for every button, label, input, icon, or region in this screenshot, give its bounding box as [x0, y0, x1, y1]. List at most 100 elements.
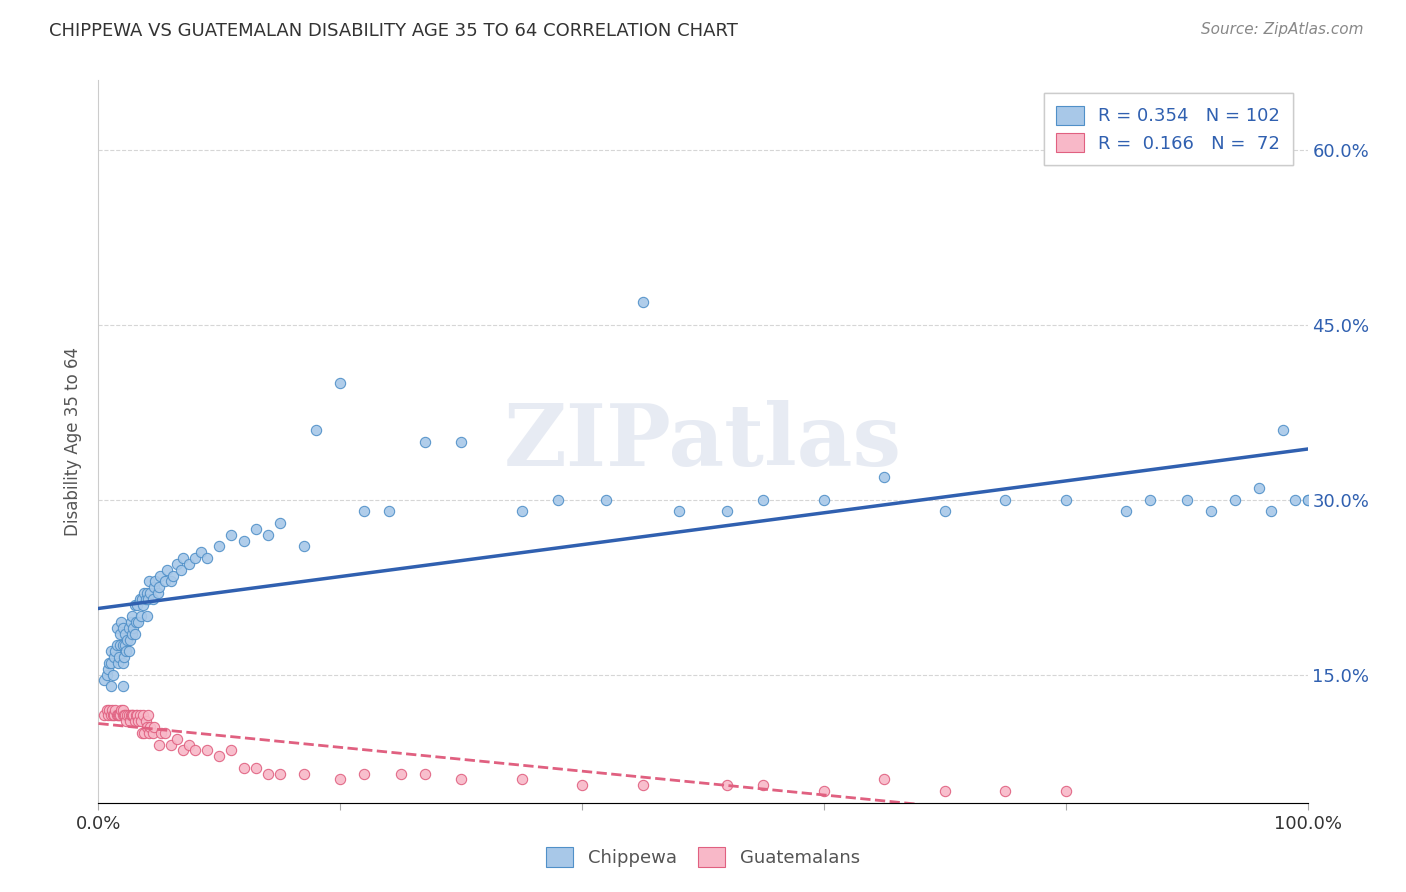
Point [377, 504, 399, 518]
Point [111, 708, 134, 723]
Point [256, 766, 278, 780]
Point [129, 609, 152, 624]
Point [100, 702, 122, 716]
Text: CHIPPEWA VS GUATEMALAN DISABILITY AGE 35 TO 64 CORRELATION CHART: CHIPPEWA VS GUATEMALAN DISABILITY AGE 35… [49, 22, 738, 40]
Point [1115, 504, 1137, 518]
Point [111, 656, 134, 670]
Point [120, 615, 142, 630]
Point [98, 656, 121, 670]
Point [127, 615, 149, 630]
Point [117, 708, 139, 723]
Point [135, 586, 157, 600]
Point [125, 615, 148, 630]
Point [105, 621, 128, 635]
Point [103, 708, 125, 723]
Point [1139, 492, 1161, 507]
Point [128, 708, 150, 723]
Point [120, 708, 142, 723]
Point [138, 726, 160, 740]
Point [142, 726, 165, 740]
Point [148, 580, 170, 594]
Point [221, 743, 243, 757]
Point [143, 580, 166, 594]
Point [118, 632, 141, 647]
Point [98, 702, 121, 716]
Point [114, 708, 136, 723]
Point [115, 644, 138, 658]
Point [160, 738, 183, 752]
Point [131, 726, 153, 740]
Legend: Chippewa, Guatemalans: Chippewa, Guatemalans [538, 839, 868, 874]
Point [156, 563, 179, 577]
Point [114, 627, 136, 641]
Point [96, 667, 118, 681]
Point [716, 504, 738, 518]
Point [232, 533, 254, 548]
Point [97, 708, 120, 723]
Point [329, 376, 352, 391]
Point [160, 574, 183, 589]
Point [1249, 481, 1271, 495]
Point [118, 714, 141, 729]
Point [129, 714, 152, 729]
Point [117, 632, 139, 647]
Point [547, 492, 569, 507]
Point [100, 644, 122, 658]
Point [121, 609, 143, 624]
Point [1199, 504, 1222, 518]
Point [190, 545, 212, 559]
Point [873, 469, 896, 483]
Point [752, 778, 775, 792]
Point [114, 639, 136, 653]
Point [353, 504, 375, 518]
Point [139, 586, 162, 600]
Point [136, 708, 159, 723]
Point [118, 708, 141, 723]
Point [128, 591, 150, 606]
Point [135, 609, 157, 624]
Point [1272, 423, 1295, 437]
Point [97, 662, 120, 676]
Point [169, 563, 191, 577]
Point [934, 504, 956, 518]
Point [112, 650, 135, 665]
Point [122, 708, 145, 723]
Point [166, 557, 188, 571]
Y-axis label: Disability Age 35 to 64: Disability Age 35 to 64 [65, 347, 83, 536]
Point [208, 540, 231, 554]
Point [127, 598, 149, 612]
Point [994, 784, 1017, 798]
Point [121, 627, 143, 641]
Point [571, 778, 593, 792]
Point [208, 749, 231, 764]
Point [195, 551, 218, 566]
Point [269, 516, 291, 530]
Point [166, 731, 188, 746]
Point [111, 639, 134, 653]
Point [101, 708, 124, 723]
Point [450, 434, 472, 449]
Point [1284, 492, 1306, 507]
Point [179, 738, 201, 752]
Legend: R = 0.354   N = 102, R =  0.166   N =  72: R = 0.354 N = 102, R = 0.166 N = 72 [1043, 93, 1292, 165]
Point [143, 720, 166, 734]
Point [138, 574, 160, 589]
Point [143, 574, 166, 589]
Point [195, 743, 218, 757]
Point [108, 639, 131, 653]
Point [132, 598, 155, 612]
Point [813, 492, 835, 507]
Point [668, 504, 690, 518]
Point [135, 591, 157, 606]
Point [100, 679, 122, 693]
Point [631, 778, 654, 792]
Point [413, 766, 436, 780]
Point [132, 708, 155, 723]
Point [100, 708, 122, 723]
Point [329, 772, 352, 787]
Point [112, 708, 135, 723]
Point [245, 522, 267, 536]
Point [292, 540, 315, 554]
Point [100, 656, 122, 670]
Point [172, 743, 194, 757]
